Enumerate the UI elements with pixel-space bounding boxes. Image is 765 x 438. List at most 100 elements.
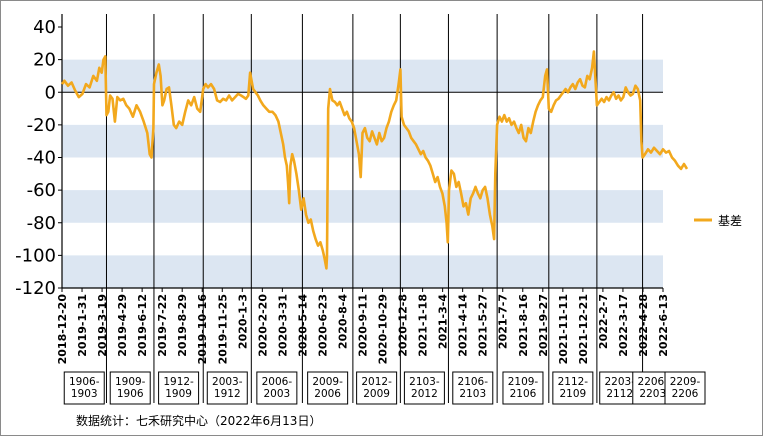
contract-box-label: 1912 [214, 388, 241, 400]
x-tick-label-10: 2020-2-20 [256, 294, 269, 357]
contract-box-13: 2209-2206 [664, 371, 706, 405]
source-note: 数据统计：七禾研究中心（2022年6月13日） [76, 414, 322, 428]
x-tick-label-14: 2020-8-4 [336, 294, 349, 349]
series-line-0 [60, 50, 689, 270]
x-tick-label-7: 2019-10-16 [196, 294, 209, 365]
contract-box-label: 2206 [672, 388, 699, 400]
x-tick-label-23: 2021-8-16 [517, 294, 530, 357]
x-tick-label-8: 2019-11-25 [216, 294, 229, 364]
contract-box-frame [356, 371, 398, 405]
contract-box-label: 2206- [638, 376, 669, 388]
contract-box-label: 2103- [409, 376, 440, 388]
contract-box-label: 2103 [459, 388, 486, 400]
y-tick-layer: 40 20 0 -20 -40 -60 -80 -100 -120 [15, 17, 62, 299]
x-tick-label-21: 2021-5-27 [477, 294, 490, 357]
contract-box-label: 2006- [262, 376, 293, 388]
legend-label: 基差 [718, 214, 742, 228]
contract-box-6: 2012-2009 [356, 371, 398, 405]
contract-box-frame [158, 371, 200, 405]
contract-box-label: 2003 [263, 388, 290, 400]
contract-box-label: 1909 [165, 388, 192, 400]
contract-box-label: 1912- [163, 376, 194, 388]
contract-box-9: 2109-2106 [502, 371, 544, 405]
x-tick-label-12: 2020-5-14 [296, 294, 309, 357]
contract-box-label: 2112 [606, 388, 633, 400]
x-tick-label-28: 2022-3-17 [617, 294, 630, 357]
contract-box-label: 2109 [559, 388, 586, 400]
contract-box-label: 2109- [508, 376, 539, 388]
contract-box-label: 1906 [117, 388, 144, 400]
y-tick-label-6: -80 [27, 213, 56, 234]
contract-box-label: 2203- [604, 376, 635, 388]
contract-box-8: 2106-2103 [452, 371, 494, 405]
y-tick-label-1: 20 [33, 50, 56, 71]
contract-box-frame [452, 371, 494, 405]
legend: 基差 [694, 214, 742, 228]
contract-box-5: 2009-2006 [307, 371, 349, 405]
x-tick-label-25: 2021-11-11 [557, 294, 570, 364]
band-layer [62, 59, 663, 288]
contract-box-3: 2003-1912 [206, 371, 248, 405]
y-tick-label-2: 0 [45, 82, 56, 103]
x-tick-layer: 2018-12-20 2019-1-31 2019-3-19 2019-4-29 201… [56, 288, 670, 364]
grid-band-0 [62, 59, 663, 93]
x-tick-label-22: 2021-7-7 [497, 294, 510, 349]
contract-box-label: 1909- [115, 376, 146, 388]
y-tick-label-8: -120 [15, 278, 56, 299]
x-tick-label-30: 2022-6-13 [657, 294, 670, 357]
x-tick-label-27: 2022-2-7 [597, 294, 610, 349]
contract-box-label: 2012 [411, 388, 438, 400]
x-tick-label-9: 2020-1-3 [236, 294, 249, 349]
x-tick-label-0: 2018-12-20 [56, 294, 69, 365]
x-tick-label-15: 2020-9-11 [357, 294, 370, 357]
x-tick-label-3: 2019-4-29 [116, 294, 129, 357]
contract-box-1: 1909-1906 [109, 371, 151, 405]
contract-box-2: 1912-1909 [158, 371, 200, 405]
x-tick-label-19: 2021-3-4 [437, 294, 450, 349]
contract-label-layer: 1906-19031909-19061912-19092003-19122006… [63, 371, 706, 405]
contract-box-label: 2106- [458, 376, 489, 388]
y-tick-label-4: -40 [27, 148, 56, 169]
x-tick-label-17: 2020-12-8 [397, 294, 410, 357]
contract-box-label: 2009- [312, 376, 343, 388]
x-tick-label-4: 2019-6-12 [136, 294, 149, 357]
x-tick-label-13: 2020-6-23 [316, 294, 329, 357]
x-tick-label-1: 2019-1-31 [76, 294, 89, 357]
contract-box-frame [552, 371, 594, 405]
x-tick-label-6: 2019-8-29 [176, 294, 189, 357]
x-tick-label-16: 2020-10-29 [377, 294, 390, 364]
x-tick-label-26: 2021-12-21 [577, 294, 590, 364]
contract-box-7: 2103-2012 [403, 371, 445, 405]
contract-box-label: 2006 [314, 388, 341, 400]
contract-box-label: 2203 [639, 388, 666, 400]
y-tick-label-0: 40 [33, 17, 56, 38]
y-tick-label-5: -60 [27, 180, 56, 201]
grid-band-3 [62, 255, 663, 288]
contract-box-label: 2112- [558, 376, 589, 388]
contract-box-frame [403, 371, 445, 405]
contract-box-frame [109, 371, 151, 405]
contract-box-10: 2112-2109 [552, 371, 594, 405]
contract-box-frame [63, 371, 105, 405]
contract-box-frame [502, 371, 544, 405]
x-tick-label-20: 2021-4-14 [457, 294, 470, 357]
x-tick-label-5: 2019-7-22 [156, 294, 169, 357]
contract-box-label: 2003- [212, 376, 243, 388]
x-tick-label-29: 2022-4-28 [637, 294, 650, 357]
x-tick-label-18: 2021-1-18 [417, 294, 430, 357]
contract-box-label: 2009 [363, 388, 390, 400]
contract-box-label: 1903 [71, 388, 98, 400]
contract-box-0: 1906-1903 [63, 371, 105, 405]
contract-box-4: 2006-2003 [256, 371, 298, 405]
x-tick-label-11: 2020-3-31 [276, 294, 289, 357]
contract-box-frame [307, 371, 349, 405]
contract-box-frame [256, 371, 298, 405]
contract-box-frame [206, 371, 248, 405]
contract-box-label: 2106 [510, 388, 537, 400]
contract-box-frame [664, 371, 706, 405]
y-tick-label-3: -20 [27, 115, 56, 136]
contract-box-label: 2209- [670, 376, 701, 388]
contract-box-label: 2012- [361, 376, 392, 388]
